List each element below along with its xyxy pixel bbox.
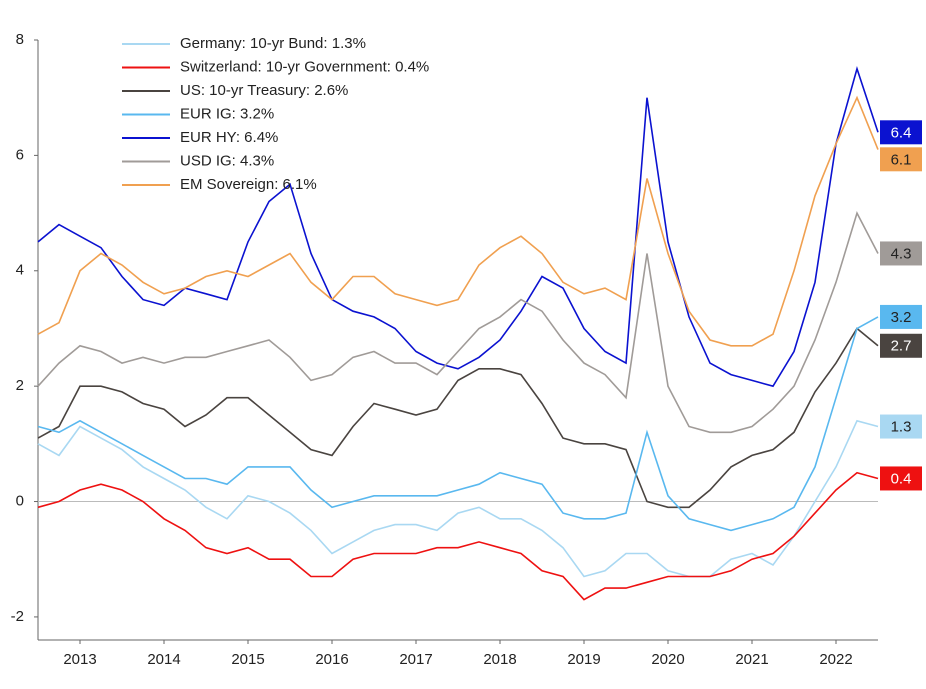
end-label: 2.7	[891, 338, 912, 355]
end-label-box	[880, 333, 922, 358]
y-tick-label: 8	[16, 31, 24, 48]
end-label: 4.3	[891, 245, 912, 262]
x-tick-label: 2017	[399, 651, 432, 668]
legend-label: US: 10-yr Treasury: 2.6%	[180, 82, 348, 99]
end-label: 6.1	[891, 151, 912, 168]
series-line	[37, 471, 879, 601]
x-tick-label: 2016	[315, 651, 348, 668]
end-label-box	[880, 414, 922, 439]
y-tick-label: 0	[16, 493, 24, 510]
x-tick-label: 2019	[567, 651, 600, 668]
end-label-box	[880, 120, 922, 145]
y-tick-label: 4	[16, 262, 24, 279]
end-label: 3.2	[891, 309, 912, 326]
x-tick-label: 2014	[147, 651, 180, 668]
series-line	[37, 316, 879, 532]
x-tick-label: 2021	[735, 651, 768, 668]
x-tick-label: 2015	[231, 651, 264, 668]
legend-label: EUR HY: 6.4%	[180, 129, 278, 146]
series-line	[37, 95, 879, 347]
series-line	[37, 327, 879, 509]
end-label: 0.4	[891, 470, 912, 487]
x-tick-label: 2018	[483, 651, 516, 668]
series-line	[37, 66, 879, 388]
end-label-box	[880, 304, 922, 329]
series-line	[37, 419, 879, 578]
end-label: 6.4	[891, 124, 912, 141]
legend-label: EUR IG: 3.2%	[180, 105, 274, 122]
legend-label: Switzerland: 10-yr Government: 0.4%	[180, 58, 429, 75]
y-tick-label: -2	[11, 608, 24, 625]
legend-label: Germany: 10-yr Bund: 1.3%	[180, 35, 366, 52]
legend-label: USD IG: 4.3%	[180, 152, 274, 169]
x-tick-label: 2022	[819, 651, 852, 668]
legend-label: EM Sovereign: 6.1%	[180, 176, 317, 193]
end-label: 1.3	[891, 419, 912, 436]
x-tick-label: 2013	[63, 651, 96, 668]
series-line	[37, 210, 879, 434]
end-label-box	[880, 466, 922, 491]
end-label-box	[880, 147, 922, 172]
x-tick-label: 2020	[651, 651, 684, 668]
y-tick-label: 6	[16, 146, 24, 163]
y-tick-label: 2	[16, 377, 24, 394]
end-label-box	[880, 241, 922, 266]
